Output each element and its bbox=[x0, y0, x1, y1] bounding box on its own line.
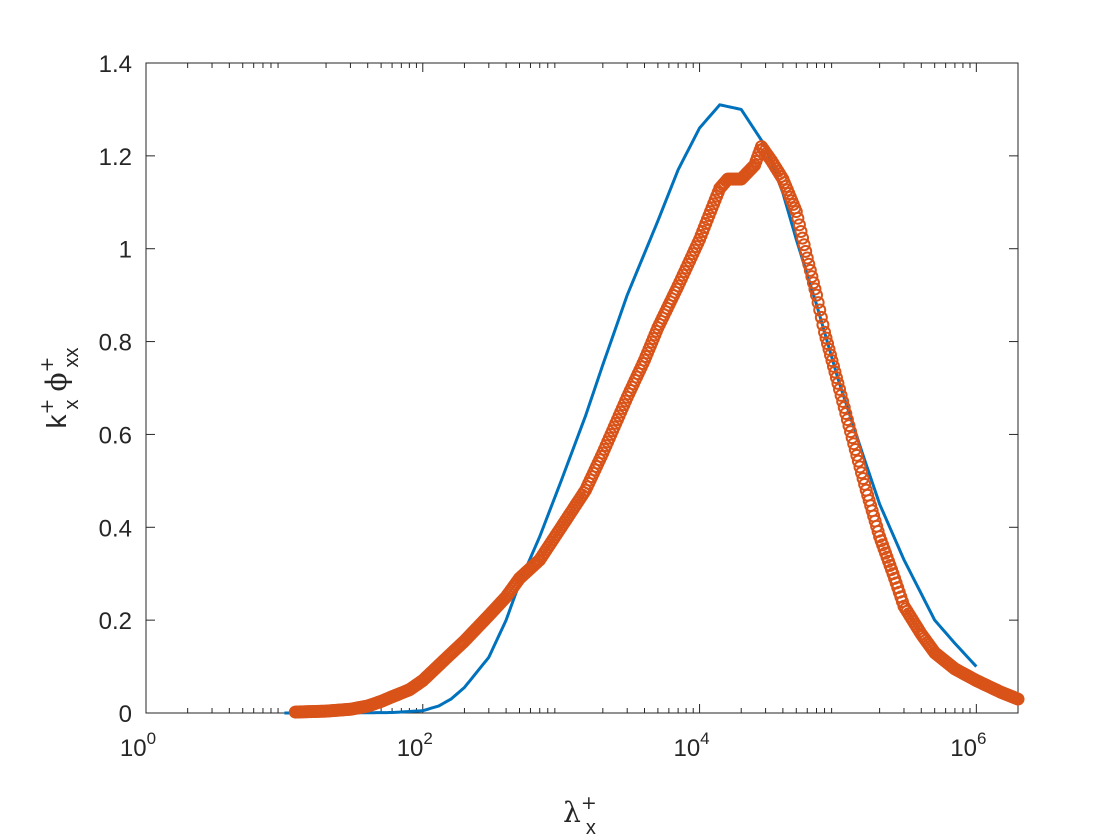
data-point-marker bbox=[840, 413, 854, 427]
data-point-marker bbox=[1011, 692, 1025, 706]
data-point-marker bbox=[816, 318, 830, 332]
data-point-marker bbox=[851, 454, 865, 468]
y-tick-label: 1 bbox=[119, 237, 132, 264]
data-point-marker bbox=[855, 466, 869, 480]
data-point-marker bbox=[845, 431, 859, 445]
y-tick-labels: 0 0.2 0.4 0.6 0.8 1 1.2 1.4 bbox=[99, 51, 132, 728]
data-point-marker bbox=[828, 365, 842, 379]
data-point-marker bbox=[789, 205, 803, 219]
x-tick-label: 104 bbox=[673, 729, 709, 762]
x-axis-label-sub: x bbox=[586, 817, 596, 839]
y-axis-label: k+ xϕ+ xx bbox=[36, 348, 83, 429]
series-markers bbox=[288, 140, 1025, 719]
data-point-marker bbox=[836, 394, 850, 408]
x-tick-label: 102 bbox=[397, 729, 433, 762]
data-point-marker bbox=[847, 437, 861, 451]
y-axis-label-k: k bbox=[41, 413, 72, 428]
data-point-marker bbox=[850, 448, 864, 462]
y-tick-label: 0.2 bbox=[99, 608, 132, 635]
x-tick-label: 106 bbox=[950, 729, 986, 762]
data-point-marker bbox=[819, 331, 833, 345]
x-tick-label: 100 bbox=[120, 729, 156, 762]
data-point-marker bbox=[826, 359, 840, 373]
minor-ticks bbox=[187, 63, 1019, 713]
data-point-marker bbox=[818, 325, 832, 339]
data-point-marker bbox=[853, 460, 867, 474]
data-point-marker bbox=[802, 257, 816, 271]
data-point-marker bbox=[808, 282, 822, 296]
data-point-marker bbox=[806, 276, 820, 290]
data-point-marker bbox=[822, 342, 836, 356]
data-point-marker bbox=[834, 388, 848, 402]
y-tick-label: 0 bbox=[119, 701, 132, 728]
y-axis-label-k-sub: x bbox=[61, 400, 83, 410]
data-point-marker bbox=[800, 251, 814, 265]
data-point-marker bbox=[829, 371, 843, 385]
data-point-marker bbox=[839, 407, 853, 421]
data-point-marker bbox=[803, 263, 817, 277]
plot-area bbox=[145, 62, 1019, 714]
data-point-marker bbox=[810, 288, 824, 302]
data-point-marker bbox=[796, 231, 810, 245]
data-point-marker bbox=[794, 224, 808, 238]
data-point-marker bbox=[811, 296, 825, 310]
data-point-marker bbox=[821, 337, 835, 351]
data-point-marker bbox=[805, 270, 819, 284]
data-point-marker bbox=[824, 348, 837, 362]
x-tick-labels: 100 102 104 106 bbox=[120, 729, 987, 762]
data-point-marker bbox=[792, 218, 806, 232]
series-layer bbox=[284, 103, 1025, 719]
data-point-marker bbox=[848, 443, 862, 457]
y-axis-label-phi: ϕ bbox=[40, 372, 73, 391]
major-ticks bbox=[145, 62, 1018, 714]
data-point-marker bbox=[831, 376, 845, 390]
data-point-marker bbox=[833, 382, 847, 396]
y-tick-label: 1.2 bbox=[99, 144, 132, 171]
y-tick-label: 0.8 bbox=[99, 330, 132, 357]
data-point-marker bbox=[825, 354, 839, 368]
y-axis-label-phi-sup: + bbox=[36, 357, 58, 373]
data-point-marker bbox=[842, 419, 856, 433]
data-point-marker bbox=[813, 303, 827, 317]
data-point-marker bbox=[814, 310, 828, 324]
data-point-marker bbox=[837, 401, 851, 414]
y-axis-label-k-sup: + bbox=[36, 399, 58, 415]
data-point-marker bbox=[844, 425, 858, 439]
y-axis-label-phi-sub: xx bbox=[61, 348, 83, 368]
y-tick-label: 0.6 bbox=[99, 422, 132, 449]
x-axis-label-symbol: λ bbox=[563, 796, 581, 829]
y-tick-label: 0.4 bbox=[99, 515, 132, 542]
data-point-marker bbox=[791, 211, 805, 225]
x-axis-label-sup: + bbox=[581, 792, 597, 814]
y-tick-label: 1.4 bbox=[99, 51, 132, 78]
data-point-marker bbox=[797, 238, 811, 252]
x-axis-label: λ+ x bbox=[563, 792, 597, 839]
data-point-marker bbox=[856, 472, 870, 486]
data-point-marker bbox=[799, 244, 813, 258]
